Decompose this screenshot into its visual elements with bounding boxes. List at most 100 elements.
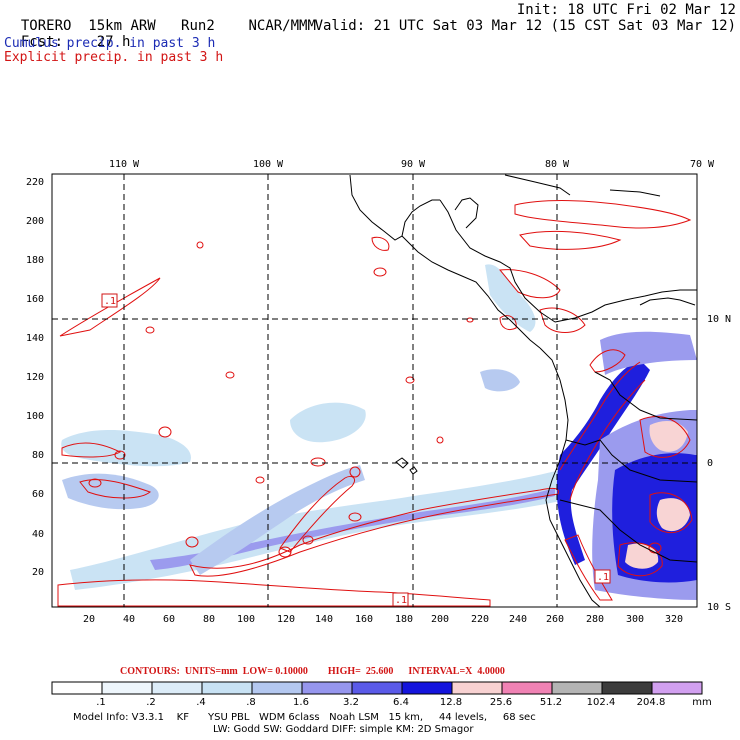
contour-cell-14 (436, 436, 444, 444)
x-tick: 20 (83, 614, 95, 625)
colorbar-label: 3.2 (343, 697, 359, 708)
x-tick: 220 (471, 614, 489, 625)
contour-cell-12 (225, 371, 235, 379)
country-border-2 (565, 439, 697, 483)
latitude-labels: 10 N 0 10 S (707, 314, 731, 613)
contour-cell-18 (466, 317, 474, 323)
contour-cell-9 (373, 267, 387, 277)
contour-cell-7 (348, 512, 362, 522)
x-tick: 260 (546, 614, 564, 625)
lat-lon-grid (52, 174, 697, 607)
colorbar-label: 6.4 (393, 697, 409, 708)
colorbar-label: 102.4 (587, 697, 616, 708)
x-tick: 180 (395, 614, 413, 625)
contour-andes-1 (559, 361, 641, 471)
x-tick: 280 (586, 614, 604, 625)
coastlines (349, 174, 697, 607)
contour-south-coast (57, 579, 491, 607)
y-tick: 60 (32, 489, 44, 500)
yucatan (454, 197, 479, 229)
colorbar-swatch (351, 681, 403, 695)
x-tick: 60 (163, 614, 175, 625)
y-tick: 40 (32, 529, 44, 540)
fcst-value: 27 h (96, 34, 131, 50)
panama-cluster (480, 369, 520, 392)
cumulus-precip-shading (61, 264, 697, 600)
colorbar-swatch (301, 681, 353, 695)
contour-central-america-1 (499, 269, 561, 299)
colorbar-unit: mm (692, 697, 711, 708)
colorbar-swatch (551, 681, 603, 695)
x-tick: 240 (509, 614, 527, 625)
contour-west-b (79, 479, 152, 499)
lon-label: 90 W (401, 159, 426, 170)
central-america-light (485, 264, 536, 332)
colorbar-swatch (651, 681, 703, 695)
colombia-north-coast (554, 289, 697, 323)
x-tick: 120 (277, 614, 295, 625)
contour-central-america-2 (539, 307, 586, 333)
colorbar-label: 12.8 (440, 697, 462, 708)
contour-northwest (59, 277, 161, 337)
colorbar-swatch (51, 681, 103, 695)
map-frame (51, 173, 698, 608)
mexico-coast (349, 174, 440, 241)
colorbar (51, 681, 703, 695)
contour-cell-4 (349, 466, 361, 478)
y-tick: 200 (26, 216, 44, 227)
rain-arc (190, 465, 365, 575)
colorbar-swatch (201, 681, 253, 695)
low-marker-box (392, 592, 409, 607)
contour-caribbean-1 (514, 200, 692, 229)
country-border-1 (594, 371, 697, 421)
x-tick: 320 (665, 614, 683, 625)
itcz-band-mid (150, 488, 555, 570)
model-run: Run2 (181, 18, 215, 34)
colorbar-swatch (501, 681, 553, 695)
west-cluster-b (62, 473, 159, 510)
lon-label: 80 W (545, 159, 570, 170)
contour-west-a (61, 442, 122, 458)
lon-label: 70 W (690, 159, 715, 170)
colorbar-label: .8 (246, 697, 256, 708)
contours-info: CONTOURS: UNITS=mm LOW= 0.10000 HIGH= 25… (120, 666, 505, 677)
model-resolution: 15km ARW (88, 18, 156, 34)
colorbar-swatch (151, 681, 203, 695)
colorbar-label: .1 (96, 697, 106, 708)
model-info: Model Info: V3.3.1 KF YSU PBL WDM 6class… (73, 712, 536, 723)
colorbar-label: 51.2 (540, 697, 562, 708)
x-tick: 100 (237, 614, 255, 625)
y-tick: 140 (26, 333, 44, 344)
low-marker-box (101, 293, 118, 308)
longitude-labels: 110 W 100 W 90 W 80 W 70 W (109, 159, 715, 170)
contour-cell-6 (302, 535, 314, 545)
colorbar-label: 1.6 (293, 697, 309, 708)
venezuela-band (600, 331, 697, 375)
x-tick: 160 (355, 614, 373, 625)
colorbar-label: .4 (196, 697, 206, 708)
x-tick-labels: 20 40 60 80 100 120 140 160 180 200 220 … (83, 614, 683, 625)
contour-cell-13 (405, 376, 415, 384)
colorbar-label: 25.6 (490, 697, 512, 708)
colorbar-label: .2 (146, 697, 156, 708)
forecast-hour: Fcst: 27 h (4, 18, 131, 50)
low-marker-box (594, 569, 611, 584)
cumulus-precip-title: Cumulus precip. in past 3 h (4, 36, 216, 51)
central-america-caribbean (439, 199, 556, 323)
amazon-pink-1 (649, 420, 688, 452)
model-physics: LW: Godd SW: Goddard DIFF: simple KM: 2D… (213, 724, 474, 735)
header-line-1: TORERO 15km ARW Run2 NCAR/MMM (4, 2, 316, 34)
contour-cell-11 (114, 450, 126, 460)
y-tick: 20 (32, 567, 44, 578)
lat-label: 10 S (707, 602, 731, 613)
fcst-label: Fcst: (20, 34, 64, 50)
low-markers: .1 .1 .1 (101, 293, 611, 607)
galapagos (395, 457, 418, 475)
lon-label: 110 W (109, 159, 140, 170)
model-org: NCAR/MMM (248, 18, 316, 34)
amazon-pink-2 (656, 498, 690, 532)
colorbar-labels: .1 .2 .4 .8 1.6 3.2 6.4 12.8 25.6 51.2 1… (96, 697, 712, 708)
x-tick: 300 (626, 614, 644, 625)
y-tick: 220 (26, 177, 44, 188)
y-tick: 160 (26, 294, 44, 305)
